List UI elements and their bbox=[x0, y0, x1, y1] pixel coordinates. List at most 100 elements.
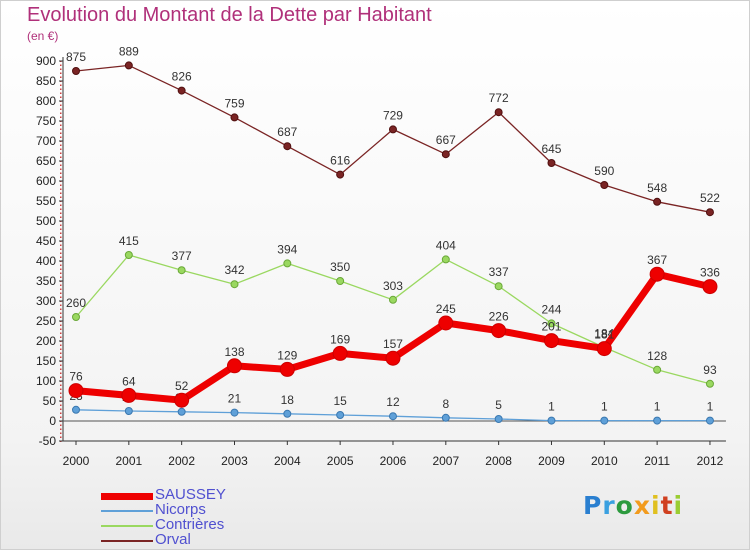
y-minor-tick bbox=[60, 396, 62, 398]
data-point-nicorps bbox=[705, 416, 714, 425]
y-minor-tick bbox=[60, 152, 62, 154]
y-tick-label: 650 bbox=[36, 154, 56, 168]
data-label-contrires: 415 bbox=[119, 234, 139, 248]
y-minor-tick bbox=[60, 216, 62, 218]
x-tick-label: 2000 bbox=[63, 454, 90, 468]
data-point-contrires bbox=[177, 266, 186, 275]
data-label-saussey: 245 bbox=[436, 302, 456, 316]
legend-item-nicorps: Nicorps bbox=[101, 501, 321, 519]
data-label-contrires: 244 bbox=[541, 302, 561, 316]
x-tick-label: 2001 bbox=[115, 454, 142, 468]
data-point-orval bbox=[230, 113, 239, 122]
data-label-nicorps: 21 bbox=[228, 392, 242, 406]
data-label-contrires: 303 bbox=[383, 279, 403, 293]
x-tick-label: 2004 bbox=[274, 454, 301, 468]
data-label-orval: 548 bbox=[647, 181, 667, 195]
y-minor-tick bbox=[60, 304, 62, 306]
data-label-saussey: 201 bbox=[541, 320, 561, 334]
data-point-nicorps bbox=[177, 407, 186, 416]
x-tick-label: 2006 bbox=[380, 454, 407, 468]
y-tick-label: 850 bbox=[36, 74, 56, 88]
y-minor-tick bbox=[60, 172, 62, 174]
y-minor-tick bbox=[60, 124, 62, 126]
legend-swatch bbox=[101, 510, 153, 512]
data-point-orval bbox=[705, 208, 714, 217]
y-minor-tick bbox=[60, 432, 62, 434]
y-tick-label: 550 bbox=[36, 194, 56, 208]
y-minor-tick bbox=[60, 424, 62, 426]
data-label-nicorps: 15 bbox=[333, 394, 347, 408]
data-label-nicorps: 12 bbox=[386, 395, 400, 409]
data-point-contrires bbox=[230, 280, 239, 289]
data-point-contrires bbox=[124, 251, 133, 259]
data-label-nicorps: 1 bbox=[707, 400, 714, 414]
y-minor-tick bbox=[60, 336, 62, 338]
data-label-nicorps: 8 bbox=[442, 397, 449, 411]
data-point-nicorps bbox=[600, 416, 609, 425]
y-tick-label: -50 bbox=[39, 434, 57, 448]
data-point-nicorps bbox=[547, 416, 556, 425]
y-minor-tick bbox=[60, 116, 62, 118]
series-line-orval bbox=[75, 64, 711, 213]
y-minor-tick bbox=[60, 256, 62, 258]
y-minor-tick bbox=[60, 108, 62, 110]
y-minor-tick bbox=[60, 64, 62, 66]
y-tick-label: 100 bbox=[36, 374, 56, 388]
data-point-orval bbox=[653, 197, 662, 206]
legend: SAUSSEY Nicorps Contrières Orval bbox=[101, 486, 301, 548]
data-point-saussey bbox=[332, 345, 348, 361]
data-point-orval bbox=[72, 67, 80, 75]
y-minor-tick bbox=[60, 196, 62, 198]
y-minor-tick bbox=[60, 416, 62, 418]
data-point-nicorps bbox=[336, 411, 345, 419]
y-minor-tick bbox=[60, 384, 62, 386]
data-label-contrires: 350 bbox=[330, 260, 350, 274]
data-point-nicorps bbox=[653, 416, 662, 425]
y-minor-tick bbox=[60, 292, 62, 294]
legend-label: Orval bbox=[155, 531, 191, 548]
legend-label: SAUSSEY bbox=[155, 486, 226, 503]
data-label-nicorps: 1 bbox=[654, 400, 661, 414]
data-point-saussey bbox=[543, 333, 559, 349]
legend-item-saussey: SAUSSEY bbox=[101, 486, 321, 504]
data-label-contrires: 377 bbox=[172, 249, 192, 263]
data-point-contrires bbox=[283, 259, 292, 268]
brand-logo: Proxiti bbox=[583, 491, 684, 520]
y-minor-tick bbox=[60, 352, 62, 354]
data-point-orval bbox=[547, 159, 556, 167]
y-minor-tick bbox=[60, 156, 62, 158]
y-minor-tick bbox=[60, 308, 62, 310]
y-minor-tick bbox=[60, 328, 62, 330]
y-minor-tick bbox=[60, 316, 62, 318]
y-minor-tick bbox=[60, 192, 62, 194]
data-label-contrires: 337 bbox=[489, 265, 509, 279]
data-label-orval: 759 bbox=[224, 96, 244, 110]
data-label-contrires: 260 bbox=[66, 296, 86, 310]
y-minor-tick bbox=[60, 436, 62, 438]
data-point-contrires bbox=[336, 277, 345, 285]
y-minor-tick bbox=[60, 312, 62, 314]
data-label-saussey: 64 bbox=[122, 374, 136, 388]
y-minor-tick bbox=[60, 404, 62, 406]
y-minor-tick bbox=[60, 168, 62, 170]
data-point-contrires bbox=[547, 319, 556, 328]
data-point-contrires bbox=[494, 282, 503, 291]
y-minor-tick bbox=[60, 176, 62, 178]
data-point-nicorps bbox=[283, 409, 292, 418]
y-minor-tick bbox=[60, 272, 62, 274]
data-label-nicorps: 5 bbox=[495, 398, 502, 412]
data-point-orval bbox=[441, 150, 450, 159]
data-point-saussey bbox=[226, 358, 242, 374]
legend-swatch bbox=[101, 540, 153, 542]
y-minor-tick bbox=[60, 252, 62, 254]
data-label-contrires: 93 bbox=[703, 363, 717, 377]
y-tick-label: 600 bbox=[36, 174, 56, 188]
data-point-nicorps bbox=[494, 415, 503, 423]
data-label-orval: 889 bbox=[119, 44, 139, 58]
y-tick-label: 700 bbox=[36, 134, 56, 148]
data-label-saussey: 129 bbox=[277, 348, 297, 362]
data-label-saussey: 76 bbox=[69, 370, 83, 384]
y-minor-tick bbox=[60, 144, 62, 146]
y-minor-tick bbox=[60, 248, 62, 250]
